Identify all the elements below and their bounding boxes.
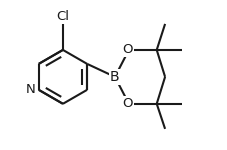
Text: O: O (122, 43, 133, 56)
Text: Cl: Cl (56, 10, 69, 23)
Text: B: B (110, 70, 119, 84)
Text: O: O (122, 97, 133, 110)
Text: N: N (26, 83, 36, 96)
